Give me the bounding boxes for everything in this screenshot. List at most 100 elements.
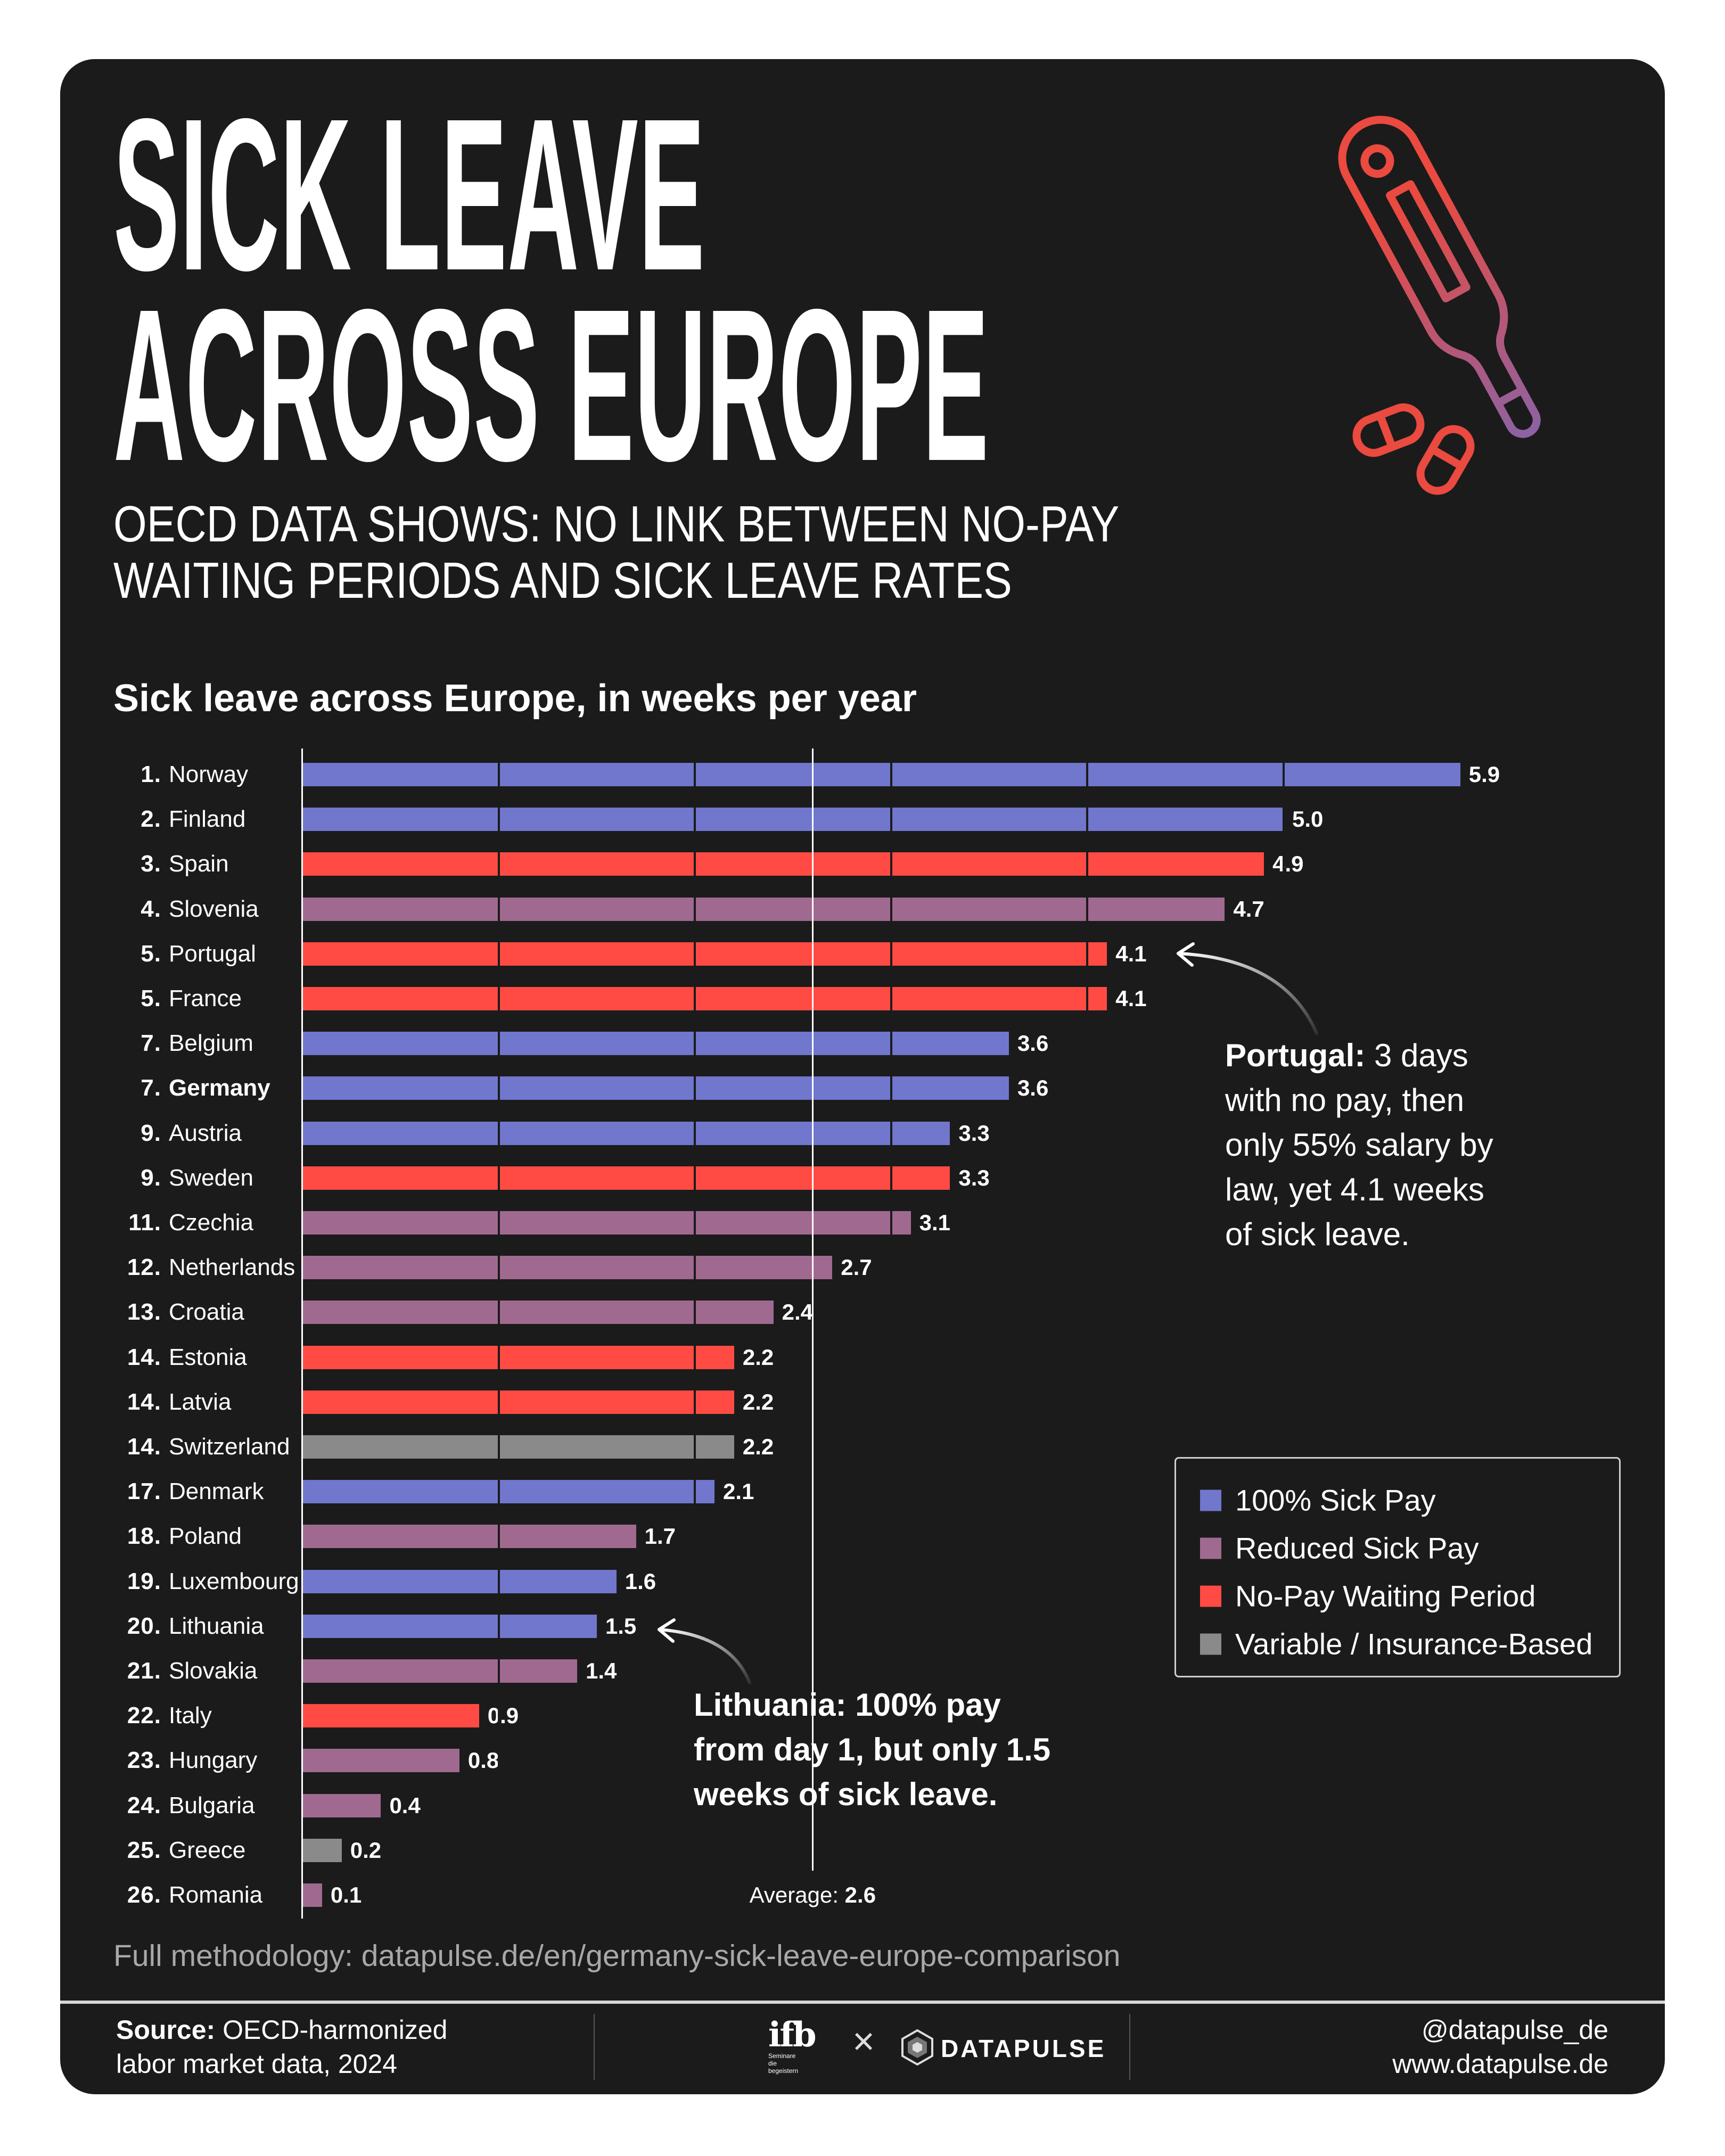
- bar-latvia: [302, 1390, 734, 1414]
- bar-netherlands: [302, 1256, 833, 1280]
- ifb-logo-subtitle: Seminare die begeistern: [768, 2052, 799, 2075]
- bar-slovenia: [302, 897, 1225, 921]
- bar-austria: [302, 1121, 950, 1145]
- annotation-line: Lithuania: 100% pay: [694, 1687, 1001, 1723]
- legend-item-reduced: Reduced Sick Pay: [1200, 1531, 1479, 1566]
- rank-number: 17.: [127, 1478, 161, 1505]
- datapulse-logo-text: DATAPULSE: [941, 2035, 1106, 2062]
- country-name: Italy: [169, 1702, 212, 1729]
- value-label: 1.5: [605, 1613, 637, 1639]
- country-label: 9. Austria: [60, 1120, 242, 1147]
- rank-number: 21.: [127, 1658, 161, 1684]
- rank-number: 25.: [127, 1837, 161, 1863]
- country-label: 20. Lithuania: [60, 1613, 264, 1640]
- value-label: 2.1: [723, 1479, 754, 1504]
- value-label: 1.6: [625, 1568, 656, 1594]
- country-label: 14. Estonia: [60, 1344, 247, 1371]
- annotation-portugal-bold: Portugal:: [1225, 1038, 1366, 1073]
- value-label: 4.7: [1233, 896, 1264, 921]
- rank-number: 5.: [141, 985, 161, 1011]
- country-label: 4. Slovenia: [60, 895, 258, 923]
- country-name: Hungary: [169, 1747, 258, 1774]
- footer-divider-right: [1129, 2014, 1130, 2080]
- country-label: 23. Hungary: [60, 1747, 257, 1774]
- legend-label: Reduced Sick Pay: [1235, 1531, 1479, 1565]
- bar-greece: [302, 1838, 342, 1862]
- country-name: Netherlands: [169, 1254, 295, 1281]
- bar-spain: [302, 852, 1264, 876]
- country-label: 17. Denmark: [60, 1478, 264, 1505]
- country-label: 12. Netherlands: [60, 1254, 295, 1281]
- country-label: 7. Germany: [60, 1075, 270, 1101]
- country-label: 14. Latvia: [60, 1388, 232, 1416]
- country-name: Croatia: [169, 1299, 244, 1326]
- rank-number: 24.: [127, 1792, 161, 1818]
- rank-number: 5.: [141, 940, 161, 967]
- chart-title: Sick leave across Europe, in weeks per y…: [113, 677, 917, 720]
- gridline: [497, 759, 500, 1911]
- country-label: 1. Norway: [60, 761, 248, 788]
- annotation-line: from day 1, but only 1.5: [694, 1732, 1051, 1767]
- y-axis-line: [301, 748, 303, 1919]
- legend-label: No-Pay Waiting Period: [1235, 1579, 1536, 1613]
- country-name: Spain: [169, 851, 229, 877]
- country-name: France: [169, 985, 242, 1011]
- country-name: Sweden: [169, 1164, 254, 1191]
- annotation-line: law, yet 4.1 weeks: [1225, 1172, 1484, 1207]
- social-handle[interactable]: @datapulse_de: [1421, 2015, 1608, 2045]
- country-name: Norway: [169, 761, 249, 787]
- rank-number: 7.: [141, 1030, 161, 1057]
- bar-denmark: [302, 1480, 715, 1504]
- title-line-2: ACROSS EUROPE: [113, 265, 989, 506]
- gridline: [1283, 759, 1285, 1911]
- bar-france: [302, 987, 1107, 1010]
- country-label: 5. France: [60, 985, 242, 1012]
- rank-number: 3.: [141, 851, 161, 877]
- rank-number: 20.: [127, 1612, 161, 1639]
- bar-lithuania: [302, 1614, 597, 1638]
- rank-number: 18.: [127, 1523, 161, 1550]
- value-label: 0.8: [467, 1748, 499, 1773]
- country-name: Latvia: [169, 1388, 232, 1415]
- value-label: 4.1: [1115, 941, 1147, 966]
- footer-divider-left: [594, 2014, 595, 2080]
- country-label: 13. Croatia: [60, 1299, 244, 1326]
- bar-norway: [302, 763, 1460, 786]
- country-name: Romania: [169, 1882, 263, 1908]
- rank-number: 23.: [127, 1747, 161, 1774]
- legend-swatch: [1200, 1633, 1221, 1655]
- value-label: 3.3: [958, 1120, 990, 1146]
- legend: 100% Sick Pay Reduced Sick Pay No-Pay Wait…: [1174, 1457, 1621, 1677]
- country-label: 14. Switzerland: [60, 1434, 290, 1460]
- footer-divider: [60, 2001, 1665, 2004]
- value-label: 2.2: [742, 1434, 774, 1459]
- website-link[interactable]: www.datapulse.de: [1392, 2049, 1608, 2079]
- annotation-line: with no pay, then: [1225, 1082, 1465, 1118]
- rank-number: 14.: [127, 1434, 161, 1460]
- arrow-lithuania: [658, 1628, 751, 1684]
- legend-item-variable: Variable / Insurance-Based: [1200, 1627, 1592, 1661]
- methodology-link[interactable]: Full methodology: datapulse.de/en/german…: [113, 1939, 1121, 1973]
- country-name: Austria: [169, 1120, 242, 1146]
- bar-finland: [302, 808, 1284, 832]
- rank-number: 14.: [127, 1344, 161, 1370]
- gridline: [1086, 759, 1089, 1911]
- value-label: 2.4: [782, 1299, 814, 1325]
- value-label: 5.9: [1468, 762, 1500, 787]
- thermometer-and-pills-icon: [1338, 116, 1541, 495]
- rank-number: 13.: [127, 1299, 161, 1326]
- bar-slovakia: [302, 1659, 578, 1683]
- ifb-logo-text: ifb: [768, 2015, 817, 2055]
- country-name: Belgium: [169, 1030, 253, 1057]
- country-label: 11. Czechia: [60, 1209, 253, 1236]
- rank-number: 9.: [141, 1120, 161, 1146]
- country-label: 3. Spain: [60, 851, 229, 877]
- average-line: [812, 748, 814, 1871]
- bar-portugal: [302, 942, 1107, 966]
- rank-number: 9.: [141, 1164, 161, 1191]
- legend-item-full: 100% Sick Pay: [1200, 1483, 1436, 1518]
- value-label: 4.1: [1115, 986, 1147, 1011]
- gridline: [890, 759, 892, 1911]
- rank-number: 4.: [141, 895, 161, 922]
- bar-hungary: [302, 1749, 459, 1773]
